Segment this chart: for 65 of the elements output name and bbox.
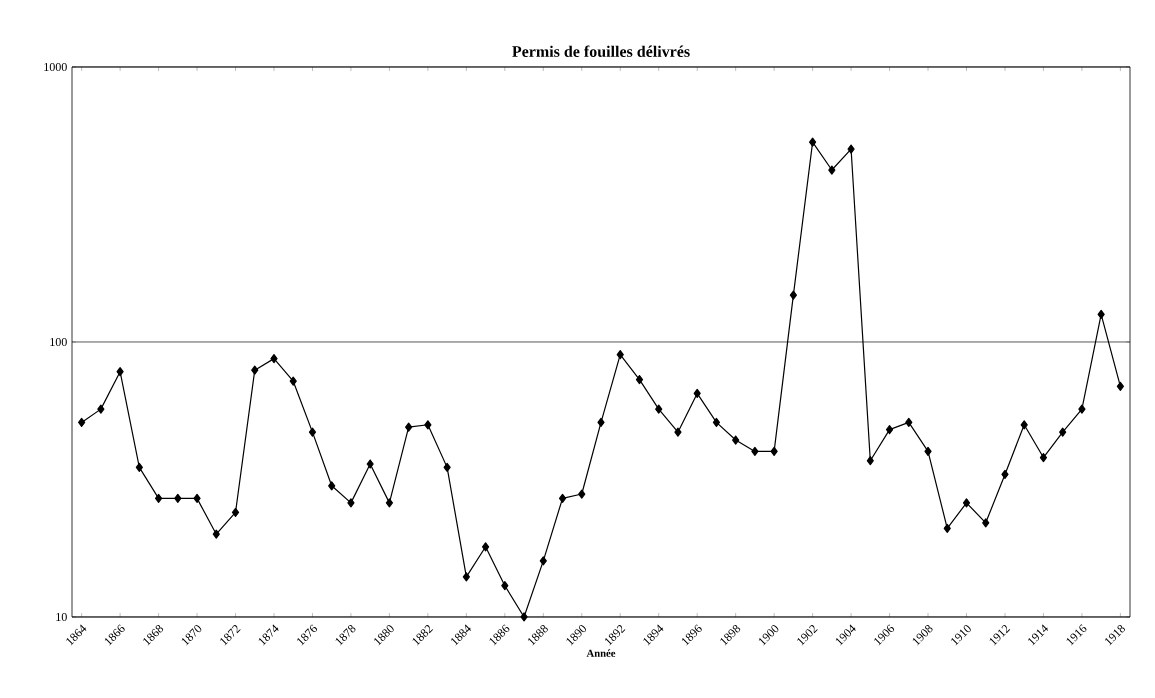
point bbox=[847, 144, 855, 154]
point bbox=[328, 481, 336, 491]
y-tick-label: 100 bbox=[50, 337, 67, 347]
point bbox=[481, 542, 490, 552]
point bbox=[732, 435, 740, 445]
point bbox=[616, 349, 624, 360]
point bbox=[539, 556, 547, 566]
point bbox=[770, 446, 778, 457]
point bbox=[1078, 404, 1086, 414]
x-axis-title: Année bbox=[586, 649, 616, 657]
point bbox=[116, 367, 124, 377]
point bbox=[231, 507, 240, 518]
point bbox=[789, 290, 797, 300]
point bbox=[174, 493, 182, 503]
point bbox=[97, 404, 105, 414]
point bbox=[501, 581, 509, 591]
point bbox=[943, 523, 951, 533]
point bbox=[154, 493, 163, 503]
point bbox=[1001, 469, 1009, 480]
point bbox=[693, 388, 701, 399]
point bbox=[1116, 381, 1124, 391]
x-tick-label: 1868 bbox=[143, 624, 164, 646]
point bbox=[193, 493, 201, 503]
y-tick-label: 1000 bbox=[44, 62, 67, 72]
x-tick-label: 1902 bbox=[797, 625, 818, 646]
point bbox=[1020, 420, 1028, 430]
point bbox=[905, 417, 913, 427]
point bbox=[520, 612, 528, 622]
point bbox=[308, 427, 317, 437]
point bbox=[655, 404, 663, 414]
point bbox=[885, 425, 894, 435]
point bbox=[982, 518, 990, 528]
point bbox=[866, 456, 874, 466]
point bbox=[289, 376, 297, 386]
point bbox=[366, 459, 374, 469]
point bbox=[597, 417, 605, 427]
point bbox=[347, 498, 355, 508]
point bbox=[712, 417, 721, 427]
point bbox=[809, 137, 817, 147]
point bbox=[558, 493, 567, 503]
point bbox=[635, 374, 644, 385]
y-tick-label: 10 bbox=[56, 612, 67, 622]
x-tick-label: 1872 bbox=[220, 625, 241, 646]
point bbox=[443, 462, 451, 472]
point bbox=[405, 422, 413, 432]
x-tick-label: 1910 bbox=[951, 625, 971, 646]
point bbox=[924, 446, 932, 457]
point bbox=[962, 498, 971, 508]
point bbox=[424, 420, 432, 430]
point bbox=[828, 165, 836, 175]
point bbox=[1039, 452, 1048, 463]
point bbox=[78, 417, 86, 427]
point bbox=[1097, 309, 1105, 319]
point bbox=[578, 489, 586, 499]
point bbox=[462, 572, 470, 582]
point bbox=[270, 354, 278, 364]
point bbox=[1059, 427, 1067, 437]
point bbox=[751, 446, 759, 457]
point bbox=[251, 365, 259, 375]
point bbox=[212, 529, 220, 539]
chart-title: Permis de fouilles délivrés bbox=[512, 45, 690, 57]
point bbox=[385, 498, 394, 508]
point bbox=[674, 427, 682, 437]
x-tick-label: 1880 bbox=[374, 625, 394, 646]
point bbox=[135, 462, 143, 472]
